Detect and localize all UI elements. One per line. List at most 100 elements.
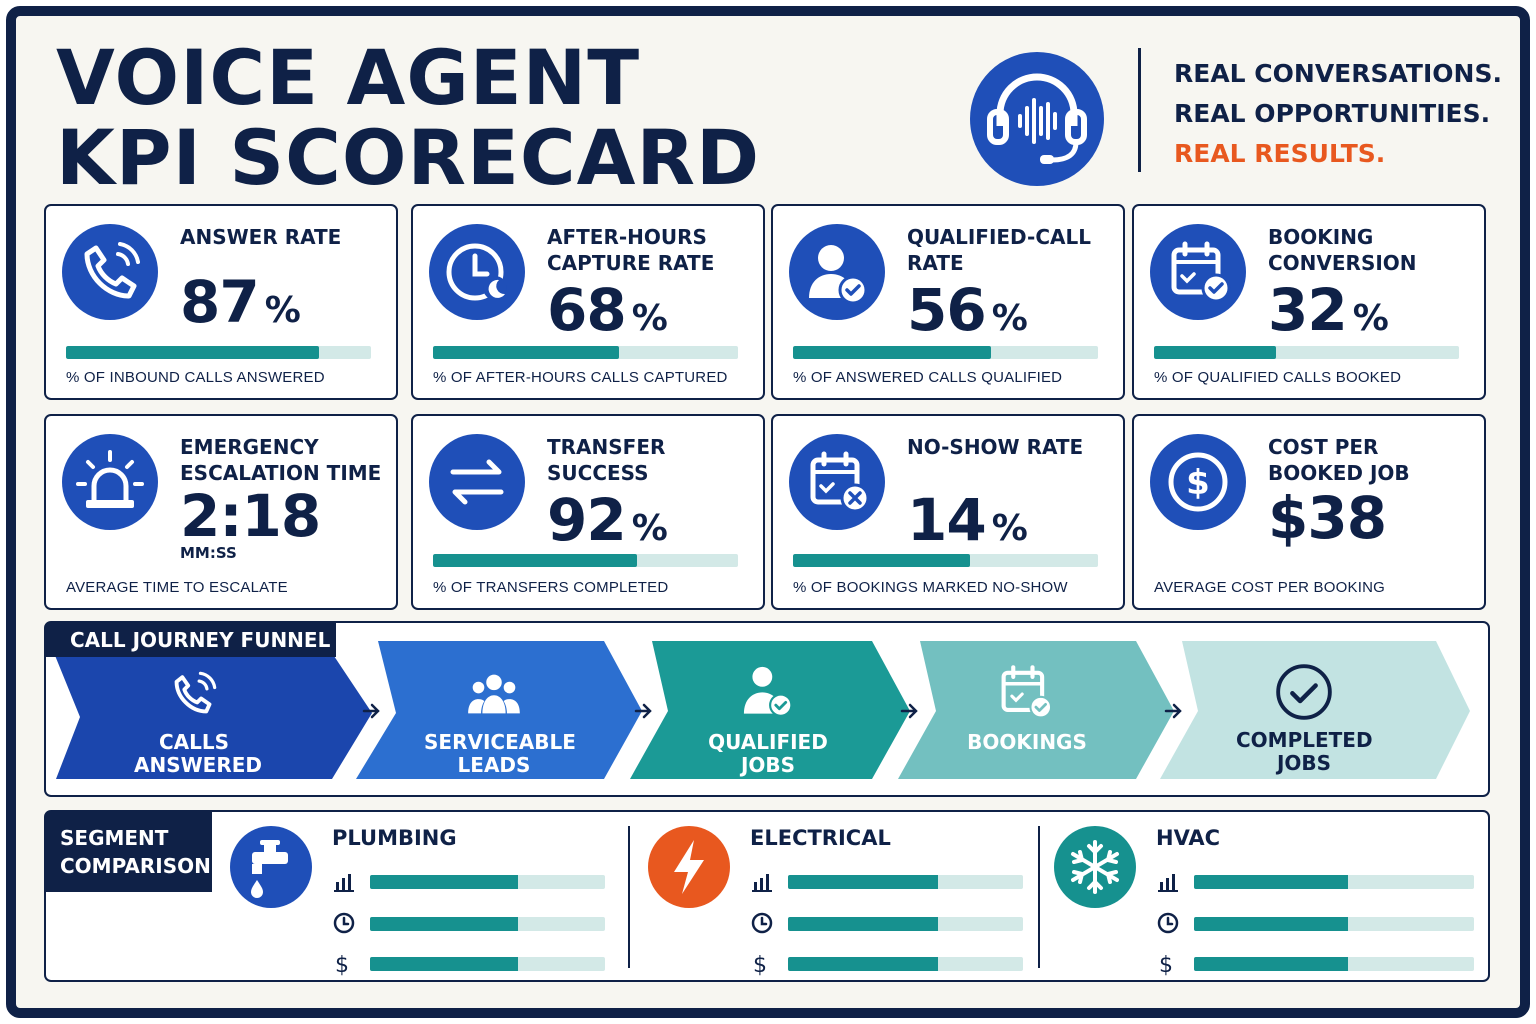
clock-icon bbox=[1157, 912, 1179, 934]
kpi-label: ANSWER RATE bbox=[180, 225, 342, 249]
kpi-progress-bar bbox=[793, 554, 1098, 567]
funnel-step-serviceable-leads: SERVICEABLE LEADS bbox=[424, 663, 576, 777]
progress-fill bbox=[788, 957, 939, 971]
tagline-line-3: REAL RESULTS. bbox=[1174, 139, 1386, 168]
progress-fill bbox=[370, 875, 519, 889]
progress-fill bbox=[1194, 875, 1348, 889]
page-title: VOICE AGENT KPI SCORECARD bbox=[56, 38, 760, 198]
funnel-title: CALL JOURNEY FUNNEL bbox=[46, 623, 336, 657]
progress-fill bbox=[788, 875, 939, 889]
kpi-progress-bar bbox=[433, 346, 738, 359]
tagline: REAL CONVERSATIONS. REAL OPPORTUNITIES. … bbox=[1174, 54, 1502, 174]
kpi-progress-bar bbox=[66, 346, 371, 359]
svg-text:$: $ bbox=[1186, 463, 1210, 503]
progress-fill bbox=[793, 554, 970, 567]
kpi-card-after-hours: AFTER-HOURS CAPTURE RATE 68% % OF AFTER-… bbox=[411, 204, 765, 400]
progress-fill bbox=[370, 957, 519, 971]
kpi-value: 68% bbox=[547, 276, 668, 344]
svg-text:$: $ bbox=[1159, 953, 1173, 976]
calendar-check-icon bbox=[1150, 224, 1246, 320]
funnel-chevron-calls-answered bbox=[54, 653, 372, 779]
lightning-icon bbox=[648, 826, 730, 908]
funnel-step-qualified-jobs: QUALIFIED JOBS bbox=[708, 657, 828, 777]
kpi-description: AVERAGE COST PER BOOKING bbox=[1154, 579, 1385, 596]
segment-metric-row: $ bbox=[332, 950, 605, 976]
segment-comparison: SEGMENT COMPARISON PLUMBING $ ELECTRICAL bbox=[44, 810, 1490, 982]
snowflake-icon bbox=[1054, 826, 1136, 908]
progress-fill bbox=[433, 346, 620, 359]
kpi-value: 56% bbox=[907, 276, 1028, 344]
kpi-card-qualified-call: QUALIFIED-CALL RATE 56% % OF ANSWERED CA… bbox=[771, 204, 1125, 400]
siren-icon bbox=[62, 434, 158, 530]
kpi-card-booking-conversion: BOOKING CONVERSION 32% % OF QUALIFIED CA… bbox=[1132, 204, 1486, 400]
phone-ringing-icon bbox=[174, 671, 217, 714]
segment-metric-row bbox=[1156, 910, 1474, 936]
bar-chart-icon bbox=[334, 874, 354, 892]
title-line-1: VOICE AGENT bbox=[56, 33, 641, 122]
kpi-label: EMERGENCY ESCALATION TIME bbox=[180, 435, 382, 485]
bar-chart-icon bbox=[1158, 874, 1178, 892]
segment-metric-row bbox=[750, 910, 1023, 936]
kpi-value: $38 bbox=[1268, 484, 1387, 552]
kpi-unit-note: MM:SS bbox=[180, 544, 237, 562]
segment-metric-row bbox=[332, 868, 605, 894]
kpi-label: TRANSFER SUCCESS bbox=[547, 435, 666, 485]
kpi-label: NO-SHOW RATE bbox=[907, 435, 1084, 459]
call-journey-funnel: CALL JOURNEY FUNNEL CALLS ANSWERED SERVI… bbox=[44, 621, 1490, 797]
people-group-icon bbox=[468, 674, 520, 714]
funnel-chevron-completed-jobs bbox=[1160, 641, 1470, 779]
kpi-progress-bar bbox=[793, 346, 1098, 359]
kpi-description: % OF BOOKINGS MARKED NO-SHOW bbox=[793, 579, 1068, 596]
kpi-description: % OF ANSWERED CALLS QUALIFIED bbox=[793, 369, 1063, 386]
faucet-icon bbox=[230, 826, 312, 908]
dollar-icon: $ bbox=[1159, 953, 1173, 976]
segment-name: ELECTRICAL bbox=[750, 826, 891, 850]
progress-fill bbox=[66, 346, 320, 359]
dollar-coin-icon: $ bbox=[1150, 434, 1246, 530]
kpi-value: 14% bbox=[907, 486, 1028, 554]
kpi-label: AFTER-HOURS CAPTURE RATE bbox=[547, 225, 715, 275]
segment-metric-row: $ bbox=[750, 950, 1023, 976]
kpi-progress-bar bbox=[433, 554, 738, 567]
kpi-card-transfer-success: TRANSFER SUCCESS 92% % OF TRANSFERS COMP… bbox=[411, 414, 765, 610]
segment-divider bbox=[1038, 826, 1040, 968]
calendar-x-icon bbox=[789, 434, 885, 530]
kpi-description: % OF QUALIFIED CALLS BOOKED bbox=[1154, 369, 1402, 386]
bar-chart-icon bbox=[752, 874, 772, 892]
tagline-line-1: REAL CONVERSATIONS. bbox=[1174, 59, 1502, 88]
segment-metric-row bbox=[750, 868, 1023, 894]
funnel-step-completed-jobs: COMPLETED JOBS bbox=[1236, 661, 1373, 775]
kpi-description: % OF INBOUND CALLS ANSWERED bbox=[66, 369, 325, 386]
segment-name: HVAC bbox=[1156, 826, 1221, 850]
svg-text:$: $ bbox=[335, 953, 349, 976]
phone-ringing-icon bbox=[62, 224, 158, 320]
kpi-progress-bar bbox=[1154, 346, 1459, 359]
kpi-description: % OF AFTER-HOURS CALLS CAPTURED bbox=[433, 369, 728, 386]
check-circle-icon bbox=[1276, 664, 1332, 720]
segment-title: SEGMENT COMPARISON bbox=[46, 812, 212, 892]
progress-fill bbox=[793, 346, 992, 359]
clock-moon-icon bbox=[429, 224, 525, 320]
dollar-icon: $ bbox=[335, 953, 349, 976]
segment-name: PLUMBING bbox=[332, 826, 457, 850]
user-check-icon bbox=[789, 224, 885, 320]
kpi-card-no-show: NO-SHOW RATE 14% % OF BOOKINGS MARKED NO… bbox=[771, 414, 1125, 610]
progress-fill bbox=[1154, 346, 1276, 359]
kpi-label: BOOKING CONVERSION bbox=[1268, 225, 1417, 275]
title-line-2: KPI SCORECARD bbox=[56, 113, 761, 202]
kpi-value: 92% bbox=[547, 486, 668, 554]
funnel-step-calls-answered: CALLS ANSWERED bbox=[134, 663, 262, 777]
segment-metric-row bbox=[332, 910, 605, 936]
tagline-line-2: REAL OPPORTUNITIES. bbox=[1174, 99, 1491, 128]
segment-metric-row: $ bbox=[1156, 950, 1474, 976]
clock-icon bbox=[751, 912, 773, 934]
kpi-value: 2:18 bbox=[180, 482, 321, 550]
progress-fill bbox=[433, 554, 638, 567]
header-divider bbox=[1138, 48, 1141, 172]
dollar-icon: $ bbox=[753, 953, 767, 976]
svg-text:$: $ bbox=[753, 953, 767, 976]
kpi-card-cost-per-job: $ COST PER BOOKED JOB $38 AVERAGE COST P… bbox=[1132, 414, 1486, 610]
kpi-label: COST PER BOOKED JOB bbox=[1268, 435, 1410, 485]
segment-divider bbox=[628, 826, 630, 968]
kpi-description: % OF TRANSFERS COMPLETED bbox=[433, 579, 669, 596]
